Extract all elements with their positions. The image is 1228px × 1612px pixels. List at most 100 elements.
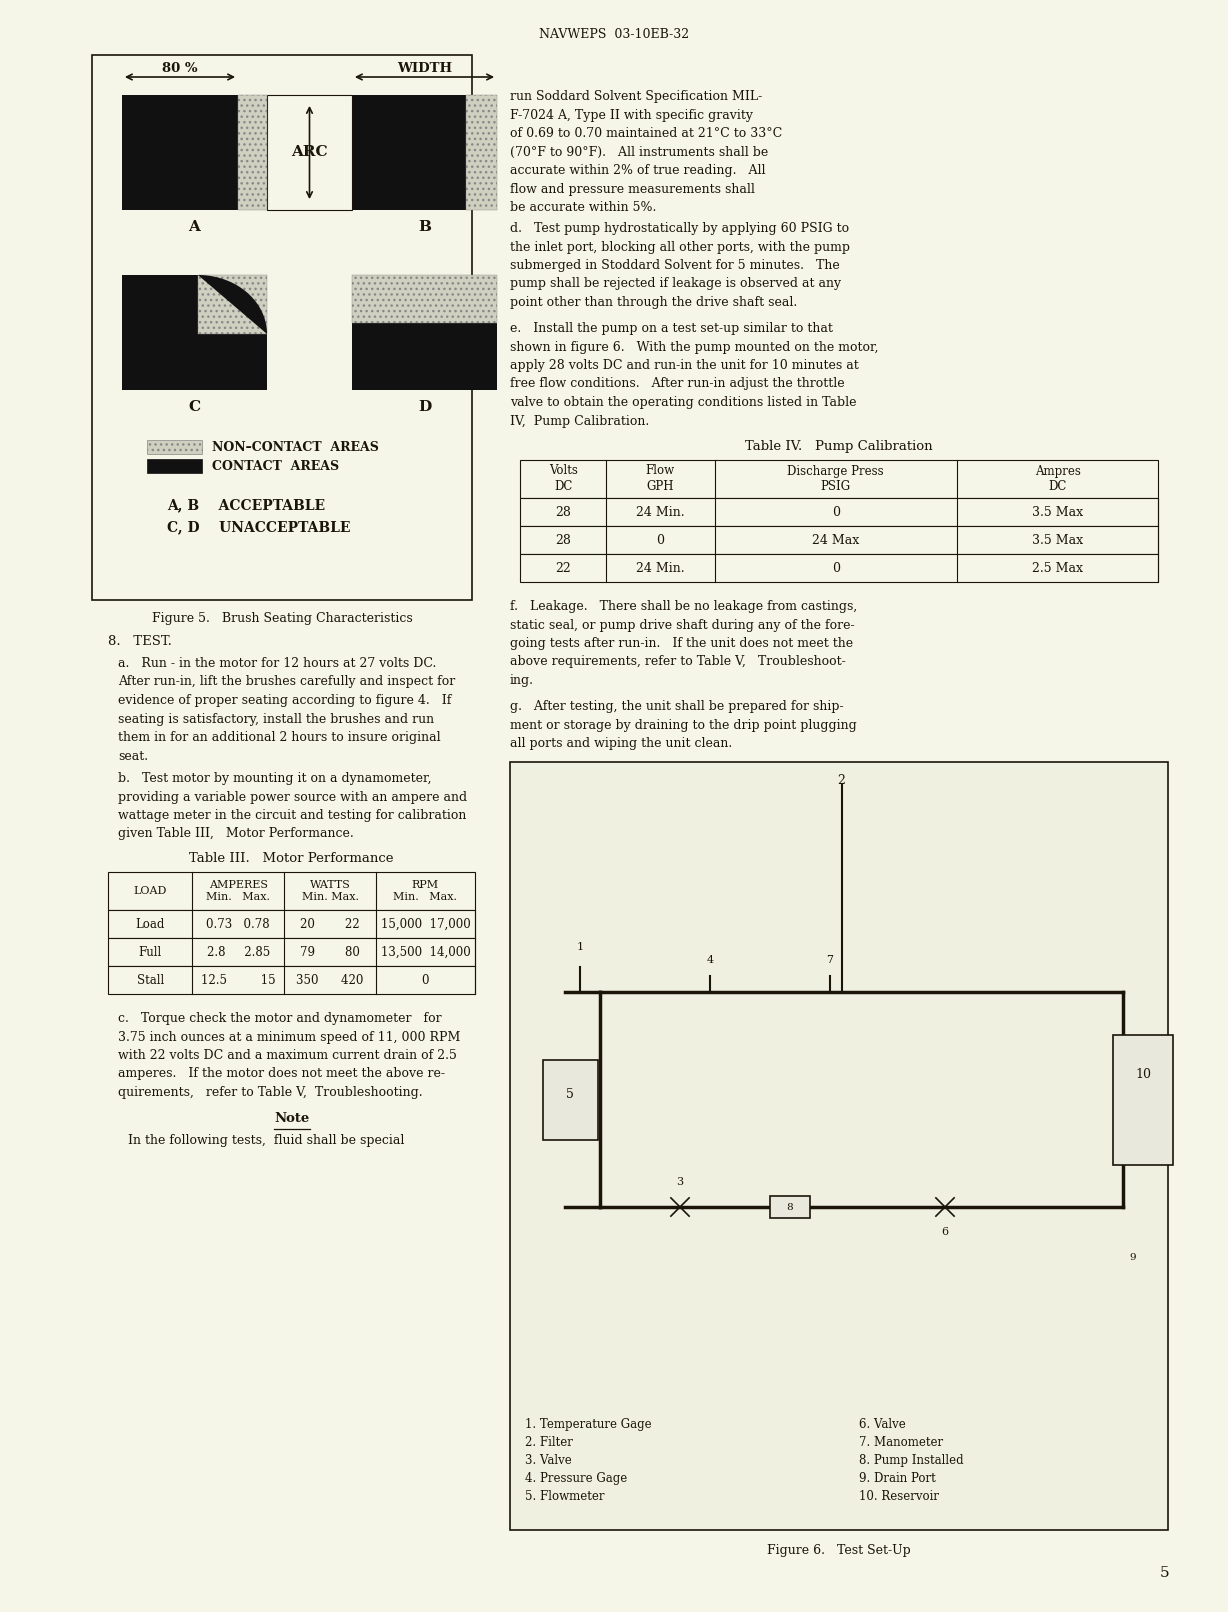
Text: 2.5 Max: 2.5 Max xyxy=(1032,561,1083,574)
Circle shape xyxy=(814,945,846,975)
Bar xyxy=(465,95,497,210)
Text: 6. Valve: 6. Valve xyxy=(860,1419,906,1431)
Text: 0: 0 xyxy=(831,561,840,574)
Text: 24 Min.: 24 Min. xyxy=(636,506,685,519)
Text: Figure 6.   Test Set-Up: Figure 6. Test Set-Up xyxy=(768,1544,911,1557)
Text: 1: 1 xyxy=(576,941,583,953)
Text: NAVWEPS  03-10EB-32: NAVWEPS 03-10EB-32 xyxy=(539,27,689,40)
Text: Figure 5.   Brush Seating Characteristics: Figure 5. Brush Seating Characteristics xyxy=(151,613,413,625)
Text: 6: 6 xyxy=(942,1227,948,1236)
Bar xyxy=(122,276,266,390)
Bar xyxy=(122,95,266,210)
Bar xyxy=(238,95,266,210)
Text: C: C xyxy=(188,400,200,414)
Text: Stall: Stall xyxy=(136,974,163,987)
Text: Load: Load xyxy=(135,917,165,930)
Text: 0: 0 xyxy=(656,534,664,546)
Text: CONTACT  AREAS: CONTACT AREAS xyxy=(212,459,339,472)
Text: Note: Note xyxy=(274,1112,309,1125)
Text: 3.5 Max: 3.5 Max xyxy=(1032,534,1083,546)
Bar xyxy=(543,1059,598,1140)
Text: run Soddard Solvent Specification MIL-
F-7024 A, Type II with specific gravity
o: run Soddard Solvent Specification MIL- F… xyxy=(510,90,782,214)
Text: 0.73   0.78: 0.73 0.78 xyxy=(206,917,270,930)
Bar xyxy=(108,966,475,995)
Text: 2. Filter: 2. Filter xyxy=(526,1436,573,1449)
Bar xyxy=(108,872,475,911)
Bar xyxy=(198,276,266,334)
Circle shape xyxy=(666,1193,694,1220)
Text: c.   Torque check the motor and dynamometer   for
3.75 inch ounces at a minimum : c. Torque check the motor and dynamomete… xyxy=(118,1012,460,1099)
Text: Full: Full xyxy=(139,946,162,959)
Text: 20        22: 20 22 xyxy=(300,917,360,930)
Text: 3: 3 xyxy=(677,1177,684,1186)
Text: b.   Test motor by mounting it on a dynamometer,
providing a variable power sour: b. Test motor by mounting it on a dynamo… xyxy=(118,772,467,840)
Text: 80 %: 80 % xyxy=(162,61,198,76)
Bar xyxy=(147,440,201,455)
Bar xyxy=(108,938,475,966)
Circle shape xyxy=(1119,1243,1147,1270)
Bar xyxy=(147,459,201,472)
Text: ARC: ARC xyxy=(291,145,328,160)
Bar xyxy=(770,1196,810,1219)
Text: 28: 28 xyxy=(555,534,571,546)
Text: A: A xyxy=(189,219,200,234)
Text: WATTS
Min. Max.: WATTS Min. Max. xyxy=(302,880,359,903)
Bar xyxy=(92,55,472,600)
Text: LOAD: LOAD xyxy=(134,887,167,896)
Polygon shape xyxy=(198,276,266,334)
Text: NON–CONTACT  AREAS: NON–CONTACT AREAS xyxy=(212,442,379,455)
Text: 7: 7 xyxy=(826,954,834,966)
Text: 350      420: 350 420 xyxy=(296,974,363,987)
Text: 12.5         15: 12.5 15 xyxy=(201,974,275,987)
Text: B: B xyxy=(418,219,431,234)
Text: 13,500  14,000: 13,500 14,000 xyxy=(381,946,470,959)
Text: g.   After testing, the unit shall be prepared for ship-
ment or storage by drai: g. After testing, the unit shall be prep… xyxy=(510,700,857,750)
Text: 4: 4 xyxy=(706,954,713,966)
Text: 2: 2 xyxy=(837,774,845,787)
Text: 3. Valve: 3. Valve xyxy=(526,1454,572,1467)
Text: D: D xyxy=(418,400,431,414)
Text: Volts
DC: Volts DC xyxy=(549,464,577,493)
Text: 5. Flowmeter: 5. Flowmeter xyxy=(526,1489,604,1502)
Text: Discharge Press
PSIG: Discharge Press PSIG xyxy=(787,464,884,493)
Text: RPM
Min.   Max.: RPM Min. Max. xyxy=(393,880,458,903)
Text: d.   Test pump hydrostatically by applying 60 PSIG to
the inlet port, blocking a: d. Test pump hydrostatically by applying… xyxy=(510,222,850,310)
Text: 3.5 Max: 3.5 Max xyxy=(1032,506,1083,519)
Text: 2.8     2.85: 2.8 2.85 xyxy=(206,946,270,959)
Text: e.   Install the pump on a test set-up similar to that
shown in figure 6.   With: e. Install the pump on a test set-up sim… xyxy=(510,322,878,427)
Text: 28: 28 xyxy=(555,506,571,519)
Bar xyxy=(510,762,1168,1530)
Text: Table III.   Motor Performance: Table III. Motor Performance xyxy=(189,853,394,866)
Bar xyxy=(519,555,1158,582)
Text: 9: 9 xyxy=(1130,1253,1136,1262)
Circle shape xyxy=(694,945,726,975)
Text: 10: 10 xyxy=(1135,1069,1151,1082)
Bar xyxy=(352,276,497,390)
Text: 8: 8 xyxy=(787,1203,793,1212)
Text: 8.   TEST.: 8. TEST. xyxy=(108,635,172,648)
Text: 4. Pressure Gage: 4. Pressure Gage xyxy=(526,1472,628,1485)
Bar xyxy=(519,459,1158,498)
Bar xyxy=(1113,1035,1173,1164)
Text: C, D    UNACCEPTABLE: C, D UNACCEPTABLE xyxy=(167,521,350,534)
Bar xyxy=(519,498,1158,526)
Circle shape xyxy=(931,1193,959,1220)
Bar xyxy=(108,911,475,938)
Text: A, B    ACCEPTABLE: A, B ACCEPTABLE xyxy=(167,498,325,513)
Text: 1. Temperature Gage: 1. Temperature Gage xyxy=(526,1419,652,1431)
Circle shape xyxy=(560,927,600,967)
Text: 8. Pump Installed: 8. Pump Installed xyxy=(860,1454,964,1467)
Text: 5: 5 xyxy=(1160,1565,1170,1580)
Text: 15,000  17,000: 15,000 17,000 xyxy=(381,917,470,930)
Text: 0: 0 xyxy=(421,974,430,987)
Text: 5: 5 xyxy=(566,1088,573,1101)
Text: In the following tests,  fluid shall be special: In the following tests, fluid shall be s… xyxy=(128,1133,404,1148)
Text: 0: 0 xyxy=(831,506,840,519)
Text: f.   Leakage.   There shall be no leakage from castings,
static seal, or pump dr: f. Leakage. There shall be no leakage fr… xyxy=(510,600,857,687)
Bar xyxy=(266,95,352,210)
Text: AMPERES
Min.   Max.: AMPERES Min. Max. xyxy=(206,880,270,903)
Text: WIDTH: WIDTH xyxy=(397,61,452,76)
Bar xyxy=(352,276,497,322)
Text: 10. Reservoir: 10. Reservoir xyxy=(860,1489,939,1502)
Text: a.   Run - in the motor for 12 hours at 27 volts DC.
After run-in, lift the brus: a. Run - in the motor for 12 hours at 27… xyxy=(118,658,456,762)
